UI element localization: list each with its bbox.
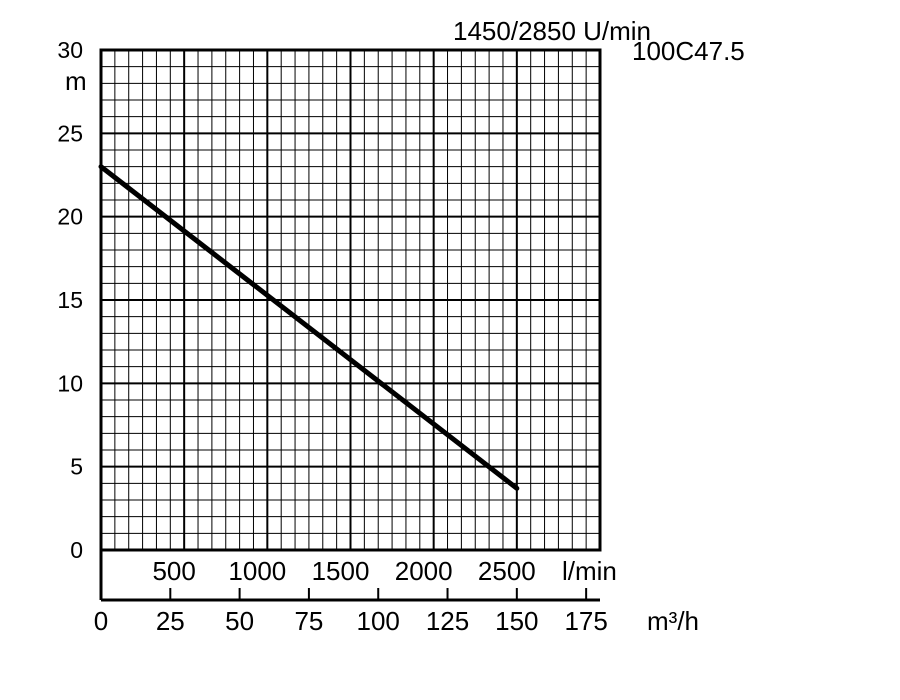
lmin-tick-label: 2500 [478, 556, 536, 586]
chart-title: 1450/2850 U/min [453, 16, 651, 46]
y-tick-label: 25 [57, 120, 83, 146]
pump-curve-line [98, 164, 520, 491]
m3h-tick-label: 0 [94, 606, 108, 636]
lmin-tick-label: 500 [152, 556, 195, 586]
model-label: 100C47.5 [632, 36, 745, 66]
y-tick-labels: 0 5 10 15 20 25 30 [57, 37, 83, 563]
lmin-tick-label: 1500 [312, 556, 370, 586]
m3h-tick-label: 75 [294, 606, 323, 636]
y-tick-label: 10 [57, 370, 83, 396]
y-tick-label: 0 [70, 537, 83, 563]
lmin-tick-label: 2000 [395, 556, 453, 586]
m3h-tick-label: 50 [225, 606, 254, 636]
m3h-tick-label: 100 [357, 606, 400, 636]
m3h-tick-label: 150 [495, 606, 538, 636]
m3h-tick-label: 175 [564, 606, 607, 636]
lmin-axis-label: l/min [562, 556, 617, 586]
y-axis-label: m [65, 66, 87, 96]
lmin-tick-label: 1000 [228, 556, 286, 586]
curve-layer [98, 164, 520, 491]
m3h-tick-label: 25 [156, 606, 185, 636]
m3h-tick-marks [169, 588, 588, 600]
major-grid [101, 50, 600, 550]
lmin-tick-labels: 500 1000 1500 2000 2500 [152, 556, 535, 586]
y-tick-label: 30 [57, 37, 83, 63]
y-tick-label: 5 [70, 454, 83, 480]
y-tick-label: 15 [57, 287, 83, 313]
m3h-tick-labels: 0 25 50 75 100 125 150 175 [94, 606, 608, 636]
m3h-axis-label: m³/h [647, 606, 699, 636]
m3h-tick-label: 125 [426, 606, 469, 636]
y-tick-label: 20 [57, 204, 83, 230]
